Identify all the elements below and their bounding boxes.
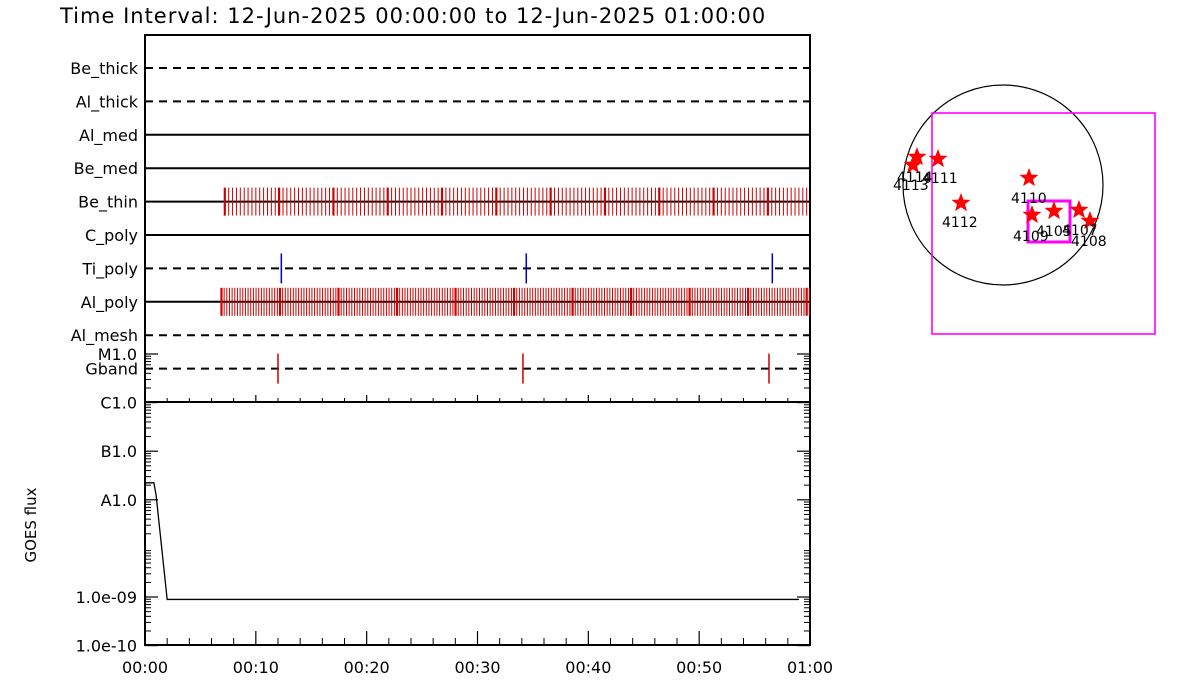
y-tick-label: A1.0 [101, 491, 137, 510]
active-region-label: 4111 [922, 171, 958, 187]
y-tick-label: M1.0 [98, 345, 137, 364]
active-region-star-icon [1019, 168, 1039, 187]
y-tick-label: C1.0 [100, 394, 137, 413]
active-region-label: 4105 [1036, 224, 1072, 240]
x-tick-label: 00:30 [454, 658, 500, 677]
active-region-label: 4109 [1013, 229, 1049, 245]
active-region-star-icon [1044, 201, 1064, 220]
filter-row-be-thick: Be_thick [70, 59, 810, 79]
filter-label: Be_thick [70, 59, 138, 79]
filter-row-gband: Gband [85, 353, 810, 384]
x-tick-label: 00:50 [676, 658, 722, 677]
filter-label: Al_thick [76, 92, 139, 112]
filter-label: Al_mesh [71, 326, 138, 346]
active-region-label: 4114 [897, 170, 933, 186]
active-region-star-icon [1069, 200, 1089, 219]
filter-label: Al_med [79, 126, 138, 146]
active-region-star-icon [903, 155, 923, 174]
filter-label: Gband [85, 360, 138, 379]
chart-title: Time Interval: 12-Jun-2025 00:00:00 to 1… [59, 4, 766, 28]
goes-flux-line [145, 482, 799, 601]
y-tick-label: 1.0e-10 [76, 637, 137, 656]
active-region-star-icon [1080, 211, 1100, 230]
filter-row-al-thick: Al_thick [76, 92, 810, 112]
filter-label: Be_med [74, 159, 138, 179]
filter-row-be-thin: Be_thin [78, 187, 810, 216]
solar-disk-circle [902, 84, 1104, 286]
goes-frame [144, 401, 811, 646]
active-region-star-icon [951, 193, 971, 212]
filter-label: Ti_poly [81, 259, 138, 279]
filter-row-al-poly: Al_poly [81, 287, 810, 316]
active-region-star-icon [907, 147, 927, 166]
x-tick-label: 00:10 [233, 658, 279, 677]
large-field-of-view-box [931, 112, 1156, 335]
filter-label: Be_thin [78, 193, 138, 213]
filter-label: Al_poly [81, 293, 138, 313]
active-region-label: 4112 [942, 215, 978, 231]
goes-flux-panel: GOES flux M1.0 C1.0 B1.0 A1.0 1.0e-09 1.0e-10… [22, 345, 833, 677]
y-tick-label: 1.0e-09 [76, 588, 137, 607]
x-tick-label: 00:00 [122, 658, 168, 677]
active-region-star-icon [928, 149, 948, 168]
filter-row-al-mesh: Al_mesh [71, 326, 810, 346]
goes-y-axis-label: GOES flux [22, 487, 40, 562]
filter-row-be-med: Be_med [74, 159, 810, 179]
y-tick-label: B1.0 [101, 442, 137, 461]
timeline-frame [144, 34, 811, 403]
active-region-label: 4110 [1011, 191, 1047, 207]
active-region-label: 4113 [893, 178, 929, 194]
filter-label: C_poly [85, 226, 138, 246]
x-tick-label: 01:00 [787, 658, 833, 677]
active-region-label: 4108 [1071, 234, 1107, 250]
filter-row-al-med: Al_med [79, 126, 810, 146]
filter-row-ti-poly: Ti_poly [81, 253, 810, 284]
x-tick-label: 00:20 [344, 658, 390, 677]
filter-timeline-panel: Be_thick Al_thick Al_med Be_med Be_thin C_pol… [70, 34, 811, 403]
active-region-label: 4107 [1062, 223, 1098, 239]
active-region-star-icon [1022, 205, 1042, 224]
x-tick-label: 00:40 [565, 658, 611, 677]
filter-row-c-poly: C_poly [85, 226, 810, 246]
